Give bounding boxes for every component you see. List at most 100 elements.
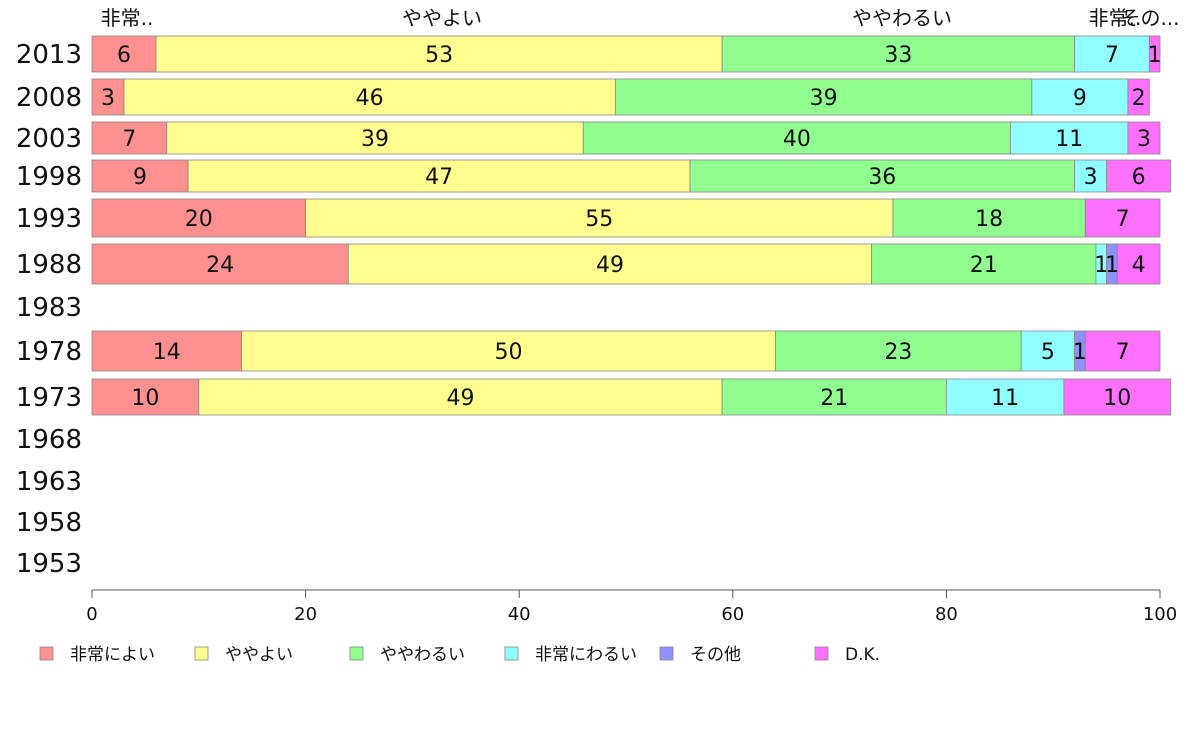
data-label-1998-0: 9 [133, 165, 147, 190]
data-label-2008-3: 9 [1073, 86, 1087, 111]
bar-segment-2013-5 [1148, 35, 1161, 73]
top-label-somewhat-bad: ややわるい [852, 6, 952, 30]
data-label-1988-3: 1 [1094, 253, 1108, 278]
bar-segment-1978-2 [775, 330, 1022, 372]
data-label-1973-3: 11 [991, 386, 1019, 411]
legend-label-2: ややわるい [380, 645, 465, 665]
data-label-2008-5: 2 [1132, 86, 1146, 111]
y-tick-label-1968: 1968 [16, 425, 82, 455]
x-tick-label-0: 0 [86, 604, 97, 625]
bar-segment-2008-2 [614, 78, 1033, 116]
legend-label-1: ややよい [225, 645, 293, 665]
data-label-1998-3: 3 [1084, 165, 1098, 190]
y-tick-label-1983: 1983 [16, 293, 82, 323]
data-label-1973-0: 10 [131, 386, 159, 411]
data-label-2003-0: 7 [122, 127, 136, 152]
data-label-1978-4: 1 [1073, 340, 1087, 365]
bar-segment-1988-0 [91, 243, 349, 285]
data-label-1988-2: 21 [970, 253, 998, 278]
legend-swatch-5 [814, 646, 829, 661]
data-label-2013-3: 7 [1105, 43, 1119, 68]
data-label-2013-1: 53 [425, 43, 453, 68]
y-tick-label-1998: 1998 [16, 162, 82, 192]
top-label-somewhat-good: ややよい [402, 6, 482, 30]
legend-swatch-4 [659, 646, 674, 661]
data-label-1988-4: 1 [1105, 253, 1119, 278]
legend-swatch-1 [194, 646, 209, 661]
bar-segment-2003-3 [1010, 121, 1129, 155]
data-label-2008-2: 39 [810, 86, 838, 111]
data-label-1998-2: 36 [868, 165, 896, 190]
legend-label-4: その他 [690, 645, 741, 665]
y-tick-label-1988: 1988 [16, 250, 82, 280]
data-label-1988-5: 4 [1132, 253, 1146, 278]
legend: 非常によい ややよい ややわるい 非常にわるい その他 D.K. [39, 645, 880, 665]
data-label-1978-1: 50 [495, 340, 523, 365]
data-label-1993-2: 18 [975, 207, 1003, 232]
bar-segment-1998-5 [1106, 159, 1172, 193]
legend-swatch-0 [39, 646, 54, 661]
bar-segment-1998-3 [1074, 159, 1108, 193]
x-tick-label-60: 60 [721, 604, 744, 625]
legend-swatch-3 [504, 646, 519, 661]
legend-label-0: 非常によい [70, 645, 155, 665]
data-label-1978-5: 7 [1116, 340, 1130, 365]
data-label-2013-0: 6 [117, 43, 131, 68]
bar-segment-1993-0 [91, 198, 307, 238]
bar-segment-1973-5 [1063, 378, 1172, 416]
legend-label-5: D.K. [845, 645, 880, 665]
bar-segment-1978-5 [1084, 330, 1161, 372]
y-tick-label-2003: 2003 [16, 124, 82, 154]
legend-label-3: 非常にわるい [535, 645, 637, 665]
bar-segment-1988-5 [1116, 243, 1161, 285]
y-axis-labels: 2013 2008 2003 1998 1993 1988 1983 1978 1973 1968… [16, 40, 82, 579]
data-label-1998-5: 6 [1132, 165, 1146, 190]
bar-segment-2003-5 [1127, 121, 1161, 155]
bar-segment-1998-2 [689, 159, 1075, 193]
bar-segment-1988-1 [347, 243, 873, 285]
bar-segment-1998-0 [91, 159, 189, 193]
data-label-1998-1: 47 [425, 165, 453, 190]
y-tick-label-1963: 1963 [16, 467, 82, 497]
data-label-1988-1: 49 [596, 253, 624, 278]
bar-segment-1993-2 [892, 198, 1086, 238]
bar-segment-1978-1 [241, 330, 776, 372]
y-tick-label-1978: 1978 [16, 337, 82, 367]
bar-segment-2013-3 [1074, 35, 1150, 73]
top-labels: 非常.. ややよい ややわるい 非常.. その... [101, 6, 1180, 30]
bar-segment-2008-0 [91, 78, 125, 116]
data-label-1978-3: 5 [1041, 340, 1055, 365]
bars: 6 53 33 7 13 46 39 9 27 39 40 11 39 47 36 3 620 55 18 724 49… [91, 35, 1172, 416]
x-tick-label-20: 20 [294, 604, 317, 625]
data-label-1973-1: 49 [446, 386, 474, 411]
data-label-1978-2: 23 [884, 340, 912, 365]
data-label-2013-5: 1 [1148, 43, 1162, 68]
bar-segment-2008-3 [1031, 78, 1129, 116]
data-label-2003-3: 11 [1055, 127, 1083, 152]
legend-swatch-2 [349, 646, 364, 661]
data-label-2013-2: 33 [884, 43, 912, 68]
data-label-2008-1: 46 [356, 86, 384, 111]
y-tick-label-1953: 1953 [16, 549, 82, 579]
bar-segment-2003-2 [582, 121, 1011, 155]
data-label-2003-2: 40 [783, 127, 811, 152]
bar-segment-1978-3 [1020, 330, 1075, 372]
bar-segment-1998-1 [187, 159, 691, 193]
bar-segment-1993-5 [1084, 198, 1161, 238]
y-tick-label-1958: 1958 [16, 508, 82, 538]
x-axis: 0 20 40 60 80 100 [86, 589, 1177, 625]
x-tick-label-40: 40 [508, 604, 531, 625]
bar-segment-1973-2 [721, 378, 947, 416]
top-label-other: その... [1120, 6, 1179, 30]
x-tick-label-100: 100 [1143, 604, 1177, 625]
bar-segment-2013-2 [721, 35, 1075, 73]
bar-segment-1973-0 [91, 378, 200, 416]
data-label-1993-1: 55 [585, 207, 613, 232]
data-label-1973-5: 10 [1103, 386, 1131, 411]
data-label-2003-5: 3 [1137, 127, 1151, 152]
y-tick-label-2013: 2013 [16, 40, 82, 70]
data-label-1988-0: 24 [206, 253, 234, 278]
y-tick-label-1993: 1993 [16, 204, 82, 234]
data-label-1993-5: 7 [1116, 207, 1130, 232]
